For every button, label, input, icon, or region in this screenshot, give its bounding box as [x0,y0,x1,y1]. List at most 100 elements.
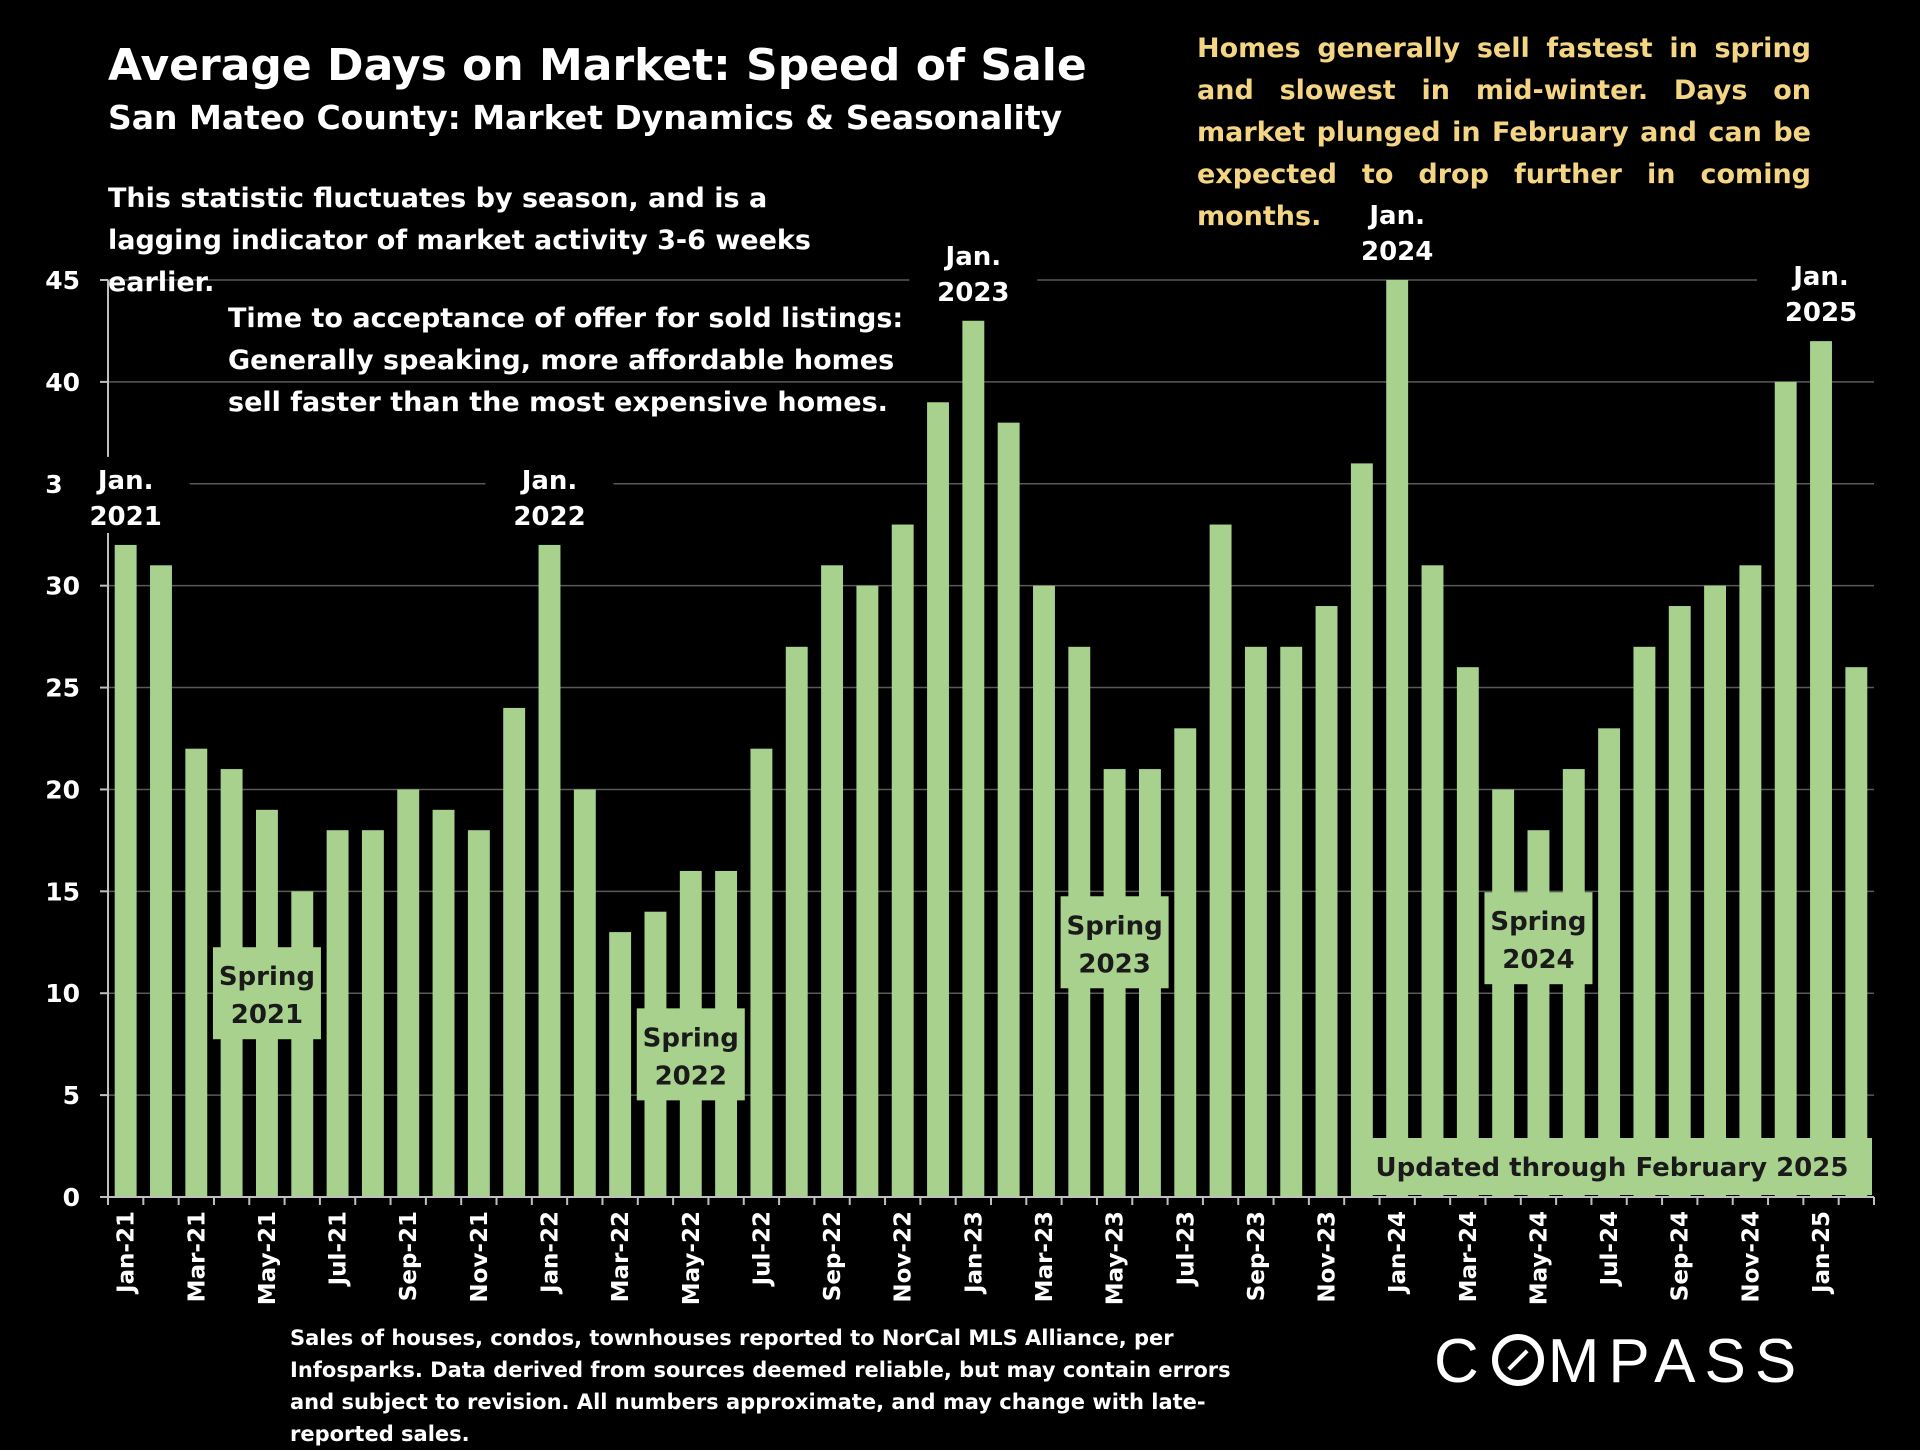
year-label: Jan. [944,242,1002,272]
y-tick-label: 5 [63,1081,80,1110]
bar [821,565,844,1197]
x-tick-label: May-24 [1526,1211,1552,1305]
spring-label-box [212,947,321,1040]
spring-label: Spring [1490,907,1586,937]
update-note-box [1352,1138,1872,1195]
annotation-bg [909,232,1038,309]
bar [962,320,985,1197]
year-label: 2025 [1785,298,1857,328]
chart-subtitle: San Mateo County: Market Dynamics & Seas… [108,98,1063,137]
x-tick-label: Jan-25 [1809,1211,1835,1295]
y-tick-label: 15 [45,877,80,906]
x-tick-label: Mar-22 [608,1211,634,1302]
x-tick-label: Jul-23 [1173,1211,1199,1287]
bar [1174,728,1197,1197]
x-tick-label: Jan-24 [1385,1211,1411,1295]
year-label: 2022 [513,502,585,532]
year-label: Jan. [1367,201,1425,231]
spring-label: Spring [643,1023,739,1053]
x-tick-label: Mar-21 [184,1211,210,1302]
bar [538,544,561,1197]
x-tick-label: Sep-22 [820,1211,846,1301]
bar [1845,667,1868,1197]
bar [1209,524,1232,1197]
x-tick-label: Jul-22 [749,1211,775,1287]
compass-o-icon [1491,1334,1544,1386]
bar [1774,381,1797,1197]
bar [997,422,1020,1198]
update-note: Updated through February 2025 [1376,1153,1849,1183]
x-tick-label: Nov-24 [1738,1211,1764,1303]
year-label: 2023 [937,278,1009,308]
bar [891,524,914,1197]
spring-label: 2022 [655,1061,727,1091]
bar [1350,463,1373,1197]
y-tick-label: 0 [63,1183,80,1212]
x-tick-label: Nov-23 [1315,1211,1341,1303]
bar [1668,606,1691,1197]
spring-label-box [1060,896,1169,989]
spring-label: Spring [219,962,315,992]
bar [361,830,384,1197]
bar [927,402,949,1197]
bar [856,585,879,1197]
x-tick-label: Sep-21 [396,1211,422,1301]
x-tick-label: Sep-23 [1244,1211,1270,1301]
y-tick-label: 40 [45,368,80,397]
lagging-indicator-note: This statistic fluctuates by season, and… [108,183,811,298]
bar [326,830,349,1197]
logo-letters: MPASS [1547,1327,1806,1396]
x-tick-label: Jul-21 [326,1211,352,1287]
chart-title: Average Days on Market: Speed of Sale [108,40,1087,91]
x-tick-label: May-23 [1103,1211,1129,1305]
y-tick-label: 20 [45,775,80,804]
bar [1033,585,1055,1197]
bar [573,789,596,1197]
bar [503,707,526,1197]
bar [1492,789,1515,1197]
x-tick-label: Jul-24 [1597,1211,1623,1287]
annotation-bg [485,456,614,533]
x-tick-label: May-22 [679,1211,705,1305]
bar [1456,667,1479,1197]
x-tick-label: Nov-22 [891,1211,917,1303]
bar [291,891,314,1197]
y-tick-label: 30 [45,572,80,601]
bar [467,830,490,1197]
compass-logo: C MPASS [1434,1326,1805,1397]
x-tick-label: Jan-23 [961,1211,987,1295]
bar [432,809,455,1197]
bar [1280,646,1303,1197]
bar [1244,646,1267,1197]
bar [185,748,208,1197]
bar [150,565,172,1197]
logo-letter-c: C [1434,1327,1488,1396]
bar [114,544,137,1197]
year-label: Jan. [1791,262,1849,292]
bar [1386,280,1409,1197]
annotation-bg [1757,253,1886,330]
bar [1598,728,1621,1197]
source-footnote: Sales of houses, condos, townhouses repo… [290,1326,1231,1446]
y-tick-label: 25 [45,674,80,703]
y-tick-label: 10 [45,979,80,1008]
year-label: Jan. [96,466,154,496]
seasonality-note: Homes generally sell fastest in spring a… [1197,33,1811,232]
bar [750,748,773,1197]
y-tick-label: 45 [45,266,80,295]
spring-label: 2021 [231,1000,303,1030]
bar [1315,606,1338,1197]
x-tick-label: Nov-21 [467,1211,493,1303]
bar [1421,565,1444,1197]
bar [1633,646,1656,1197]
year-label: 2021 [89,502,161,532]
bar [397,789,420,1197]
year-label: Jan. [520,466,578,496]
bar [1810,341,1832,1198]
spring-label: 2024 [1502,945,1574,975]
spring-label: Spring [1067,911,1163,941]
x-tick-label: Jan-21 [114,1211,140,1295]
year-label: 2024 [1361,237,1433,267]
x-tick-label: Mar-24 [1456,1211,1482,1302]
